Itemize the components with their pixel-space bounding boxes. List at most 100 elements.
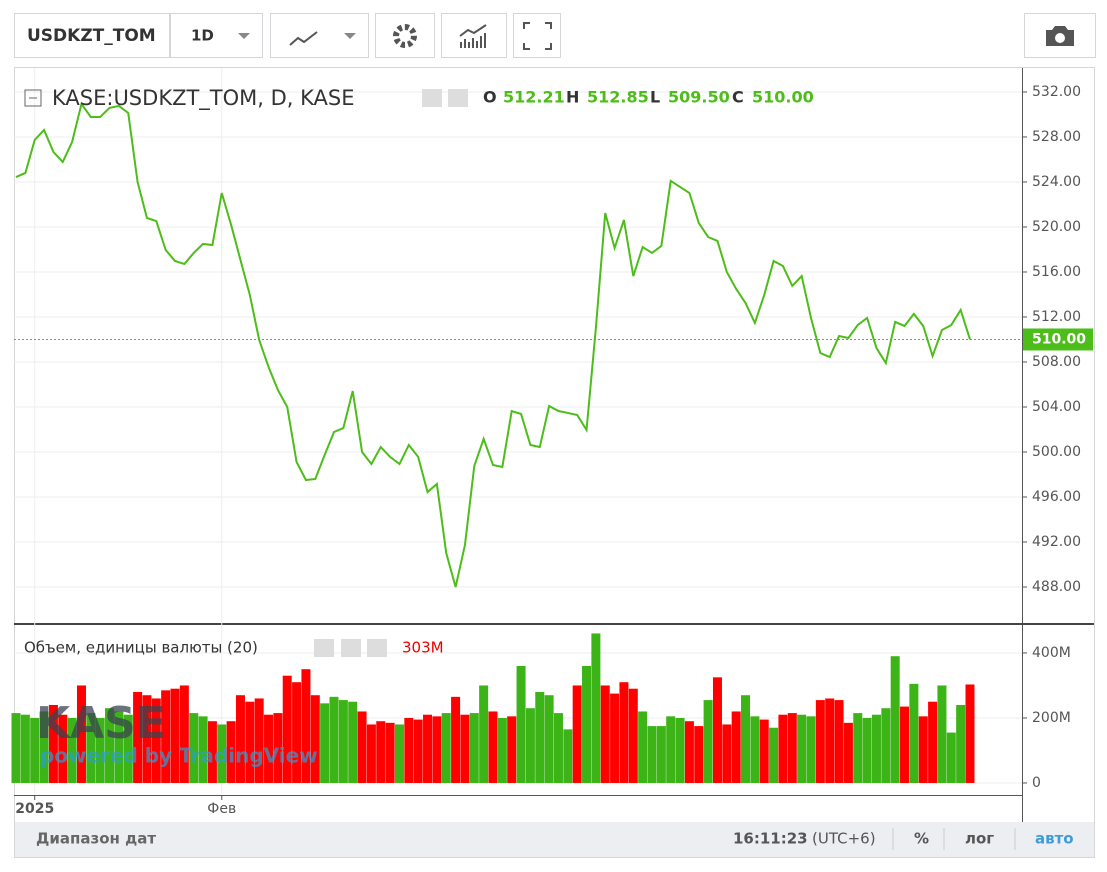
indicators-button[interactable] — [441, 13, 507, 58]
volume-bar — [133, 691, 143, 783]
ohlc-name: L — [650, 88, 660, 107]
volume-bar — [264, 714, 274, 783]
volume-bar — [731, 711, 741, 783]
volume-bar — [535, 691, 545, 783]
volume-bar — [507, 716, 517, 783]
volume-bar — [610, 693, 620, 783]
volume-bar — [376, 721, 386, 783]
log-button[interactable]: лог — [965, 830, 994, 848]
dropdown-arrow — [344, 33, 356, 39]
volume-bar — [292, 682, 302, 783]
footer-bar — [15, 822, 1094, 857]
volume-bar — [787, 713, 797, 783]
settings-button[interactable] — [341, 639, 361, 657]
ohlc-value: 512.21 — [503, 88, 565, 107]
volume-bar — [357, 711, 367, 783]
gear-icon — [393, 24, 417, 48]
volume-bar — [909, 683, 919, 783]
volume-bar — [900, 706, 910, 783]
percent-button[interactable]: % — [914, 830, 929, 848]
volume-bar — [862, 717, 872, 783]
volume-title: Объем, единицы валюты (20) — [24, 639, 258, 657]
volume-bar — [890, 656, 900, 783]
volume-bar — [488, 711, 498, 783]
marks-layer: 2025 Фев 488.00 492.00 496.00 500.00 504.00 508… — [11, 84, 1093, 817]
auto-button[interactable]: авто — [1035, 830, 1074, 848]
price-line — [15, 101, 971, 588]
volume-bar — [39, 711, 49, 783]
volume-bar — [656, 726, 666, 783]
volume-bar — [525, 708, 535, 783]
volume-bar — [871, 714, 881, 783]
y-tick-label: 496.00 — [1032, 489, 1081, 505]
last-price-box — [1023, 328, 1093, 351]
volume-bar — [30, 717, 40, 783]
volume-bar — [198, 716, 208, 783]
volume-bar — [469, 713, 479, 783]
volume-bar — [179, 685, 189, 783]
x-tick-label: 2025 — [15, 801, 54, 817]
style-button[interactable] — [270, 13, 369, 58]
volume-bar — [207, 721, 217, 783]
volume-bar — [553, 713, 563, 783]
y-tick-label: 532.00 — [1032, 84, 1081, 100]
volume-bar — [123, 714, 133, 783]
date-range-button[interactable]: Диапазон дат — [36, 830, 156, 848]
volume-bar — [189, 713, 199, 783]
y-tick-label: 504.00 — [1032, 399, 1081, 415]
y-tick-label: 500.00 — [1032, 444, 1081, 460]
ohlc-value: 510.00 — [752, 88, 814, 107]
volume-bar — [815, 700, 825, 783]
volume-bar — [628, 688, 638, 783]
volume-bar — [48, 704, 58, 783]
volume-bar — [722, 724, 732, 783]
y-tick-label: 200M — [1032, 710, 1071, 726]
symbol-button[interactable] — [14, 13, 170, 58]
interval-button[interactable] — [170, 13, 263, 58]
toolbar: USDKZT_TOM 1D — [14, 13, 1096, 58]
settings-button[interactable] — [375, 13, 435, 58]
volume-bar — [441, 713, 451, 783]
collapse-button[interactable] — [24, 89, 42, 107]
volume-bar — [572, 685, 582, 783]
visibility-button[interactable] — [314, 639, 334, 657]
volume-bar — [881, 708, 891, 783]
volume-bar — [348, 701, 358, 783]
ohlc-name: H — [566, 88, 579, 107]
y-tick-label: 0 — [1032, 775, 1041, 791]
volume-bar — [282, 675, 292, 783]
x-tick-label: Фев — [207, 801, 236, 817]
line-icon — [289, 31, 318, 46]
volume-bar — [404, 717, 414, 783]
volume-bar — [825, 698, 835, 783]
volume-bar — [956, 704, 966, 783]
volume-bar — [834, 700, 844, 783]
volume-bar — [638, 711, 648, 783]
volume-bar — [843, 722, 853, 783]
volume-bar — [151, 698, 161, 783]
volume-bar — [95, 717, 105, 783]
volume-bar — [76, 685, 86, 783]
volume-bar — [563, 729, 573, 783]
y-tick-label: 516.00 — [1032, 264, 1081, 280]
watermark-powered: powered by TradingView — [40, 744, 318, 768]
camera-lens — [1055, 33, 1065, 43]
volume-bar — [423, 714, 433, 783]
fullscreen-button[interactable] — [513, 13, 561, 58]
last-price-label: 510.00 — [1032, 331, 1086, 347]
volume-bar — [366, 724, 376, 783]
visibility-button[interactable] — [422, 89, 442, 107]
volume-bar — [946, 732, 956, 783]
volume-bar — [591, 633, 601, 783]
settings-button[interactable] — [448, 89, 468, 107]
remove-button[interactable] — [367, 639, 387, 657]
volume-bar — [338, 700, 348, 783]
volume-bar — [797, 714, 807, 783]
volume-bar — [806, 716, 816, 783]
volume-bar — [86, 713, 96, 783]
volume-bar — [217, 724, 227, 783]
watermark-logo: KASE — [36, 698, 166, 749]
y-tick-label: 520.00 — [1032, 219, 1081, 235]
volume-bar — [600, 685, 610, 783]
y-tick-label: 488.00 — [1032, 579, 1081, 595]
